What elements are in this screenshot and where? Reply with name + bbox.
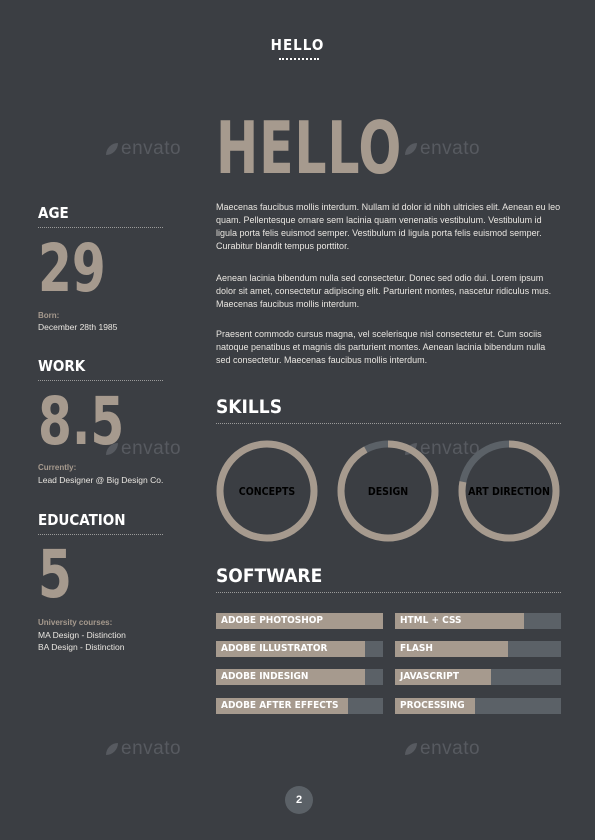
education-heading: EDUCATION [38, 511, 163, 535]
software-label: PROCESSING [400, 700, 465, 711]
skill-label: DESIGN [368, 486, 408, 498]
envato-leaf-icon [106, 143, 118, 155]
software-bar: ADOBE INDESIGN [216, 669, 383, 685]
skills-rings: CONCEPTS DESIGN ART DIRECTION [216, 440, 560, 542]
software-bar-fill [216, 613, 383, 629]
software-bar-fill [216, 698, 348, 714]
skill-label: CONCEPTS [239, 486, 296, 498]
skills-heading: SKILLS [216, 396, 561, 424]
watermark: envato [106, 438, 181, 460]
software-label: ADOBE ILLUSTRATOR [221, 643, 328, 654]
software-bar: ADOBE AFTER EFFECTS [216, 698, 383, 714]
watermark: envato [106, 738, 181, 760]
header-dotted-divider [279, 58, 319, 60]
software-bar-fill [395, 698, 475, 714]
born-label: Born: [38, 311, 60, 320]
software-label: ADOBE INDESIGN [221, 671, 309, 682]
software-bar: ADOBE PHOTOSHOP [216, 613, 383, 629]
software-heading: SOFTWARE [216, 565, 561, 593]
software-bar-fill [216, 641, 365, 657]
software-label: HTML + CSS [400, 615, 462, 626]
envato-leaf-icon [405, 743, 417, 755]
intro-paragraph: Praesent commodo cursus magna, vel scele… [216, 329, 546, 365]
software-bar: PROCESSING [395, 698, 561, 714]
university-label: University courses: [38, 618, 113, 627]
software-bar-fill [395, 613, 525, 629]
envato-leaf-icon [106, 743, 118, 755]
work-value: 8.5 [38, 383, 125, 460]
skill-ring: ART DIRECTION [458, 440, 560, 542]
software-bar: HTML + CSS [395, 613, 561, 629]
page-header-title: HELLO [270, 36, 325, 54]
born-date: December 28th 1985 [38, 322, 118, 332]
watermark: envato [405, 738, 480, 760]
software-bar-fill [395, 669, 492, 685]
age-heading: AGE [38, 204, 163, 228]
age-value: 29 [38, 230, 106, 307]
skill-ring-fill [458, 440, 560, 542]
currently-label: Currently: [38, 463, 77, 472]
education-detail: MA Design - Distinction [38, 630, 126, 640]
software-label: ADOBE AFTER EFFECTS [221, 700, 339, 711]
skill-ring: DESIGN [337, 440, 439, 542]
page-number: 2 [285, 786, 313, 814]
software-bar-fill [395, 641, 508, 657]
education-detail: BA Design - Distinction [38, 642, 125, 652]
intro-paragraph: Maecenas faucibus mollis interdum. Nulla… [216, 202, 561, 251]
software-bar: JAVASCRIPT [395, 669, 561, 685]
skill-ring: CONCEPTS [216, 440, 318, 542]
software-bar: ADOBE ILLUSTRATOR [216, 641, 383, 657]
skill-label: ART DIRECTION [468, 486, 550, 498]
skill-ring-fill [216, 440, 318, 542]
watermark: envato [405, 138, 480, 160]
skill-ring-fill [337, 440, 439, 542]
intro-heading: HELLO [216, 106, 403, 190]
watermark: envato [106, 138, 181, 160]
software-label: JAVASCRIPT [400, 671, 459, 682]
intro-paragraph: Aenean lacinia bibendum nulla sed consec… [216, 273, 552, 309]
software-label: ADOBE PHOTOSHOP [221, 615, 324, 626]
envato-leaf-icon [405, 143, 417, 155]
current-position: Lead Designer @ Big Design Co. [38, 475, 164, 485]
education-value: 5 [38, 536, 72, 613]
software-bar: FLASH [395, 641, 561, 657]
software-bar-fill [216, 669, 365, 685]
software-label: FLASH [400, 643, 433, 654]
work-heading: WORK [38, 357, 163, 381]
